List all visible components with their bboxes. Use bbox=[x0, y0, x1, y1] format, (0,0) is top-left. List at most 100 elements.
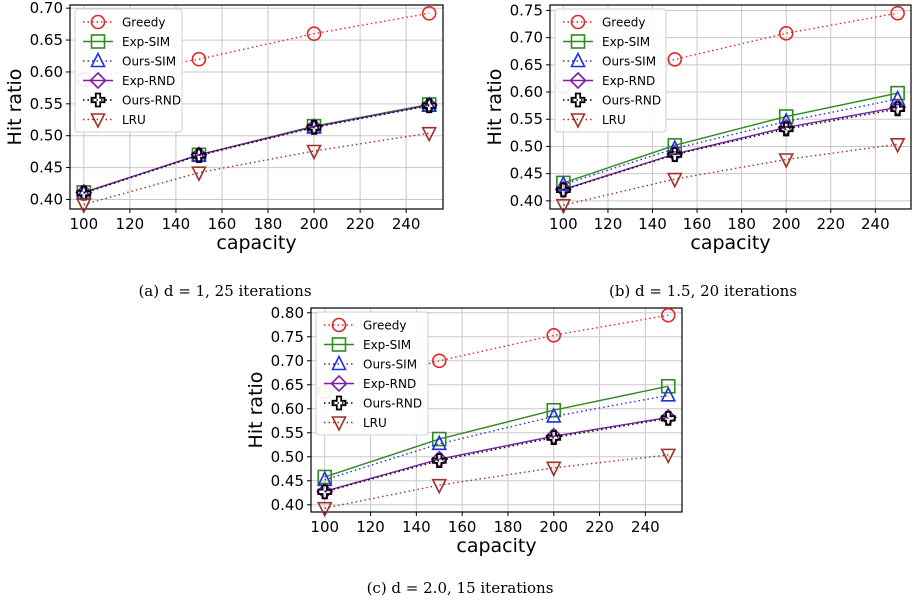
legend-label-lru: LRU bbox=[363, 416, 387, 430]
series-line-greedy bbox=[83, 12, 430, 81]
data-point-greedy bbox=[660, 307, 676, 323]
y-tick-label: 0.50 bbox=[271, 448, 304, 466]
y-tick-label: 0.50 bbox=[30, 127, 63, 145]
x-axis-label: capacity bbox=[456, 535, 536, 557]
legend-label-greedy: Greedy bbox=[363, 319, 406, 333]
legend-marker-ours-rnd bbox=[331, 395, 347, 411]
data-point-ours-rnd bbox=[660, 410, 676, 426]
y-axis-label: Hit ratio bbox=[4, 69, 26, 146]
y-tick-label: 0.40 bbox=[510, 192, 543, 210]
data-point-exp-sim bbox=[660, 378, 676, 394]
series-line-greedy bbox=[563, 12, 898, 88]
caption-b: (b) d = 1.5, 20 iterations bbox=[609, 282, 797, 300]
y-tick-label: 0.60 bbox=[271, 400, 304, 418]
x-tick-label: 140 bbox=[162, 215, 191, 233]
legend-marker-ours-sim bbox=[331, 354, 347, 371]
x-tick-label: 160 bbox=[448, 518, 477, 536]
legend-marker-lru bbox=[90, 113, 106, 129]
legend-label-ours-rnd: Ours-RND bbox=[363, 397, 422, 411]
x-tick-label: 160 bbox=[208, 215, 237, 233]
data-point-ours-rnd bbox=[431, 453, 447, 469]
plot-frame bbox=[69, 4, 444, 210]
y-tick-label: 0.70 bbox=[30, 0, 63, 17]
y-tick-label: 0.45 bbox=[271, 472, 304, 490]
x-tick-label: 100 bbox=[310, 518, 339, 536]
plot-frame bbox=[549, 4, 912, 210]
legend-marker-exp-rnd bbox=[330, 374, 348, 393]
caption-c: (c) d = 2.0, 15 iterations bbox=[367, 579, 554, 597]
legend-label-ours-sim: Ours-SIM bbox=[122, 55, 176, 69]
data-point-ours-rnd bbox=[306, 120, 322, 135]
x-tick-label: 100 bbox=[69, 215, 98, 233]
data-point-lru bbox=[191, 166, 207, 182]
legend-label-exp-sim: Exp-SIM bbox=[363, 338, 411, 352]
legend-marker-exp-sim bbox=[570, 34, 586, 49]
x-axis-label: capacity bbox=[216, 232, 296, 254]
y-tick-label: 0.65 bbox=[510, 56, 543, 74]
legend-label-ours-rnd: Ours-RND bbox=[602, 94, 661, 108]
data-point-ours-rnd bbox=[421, 98, 437, 114]
data-point-lru bbox=[778, 153, 795, 169]
data-point-ours-rnd bbox=[191, 148, 207, 163]
chart-panel-b: 100 120 140 160 180 200 220 240 0.40 0.45 0.50 0.55… bbox=[484, 1, 912, 254]
legend-label-greedy: Greedy bbox=[602, 16, 645, 30]
legend-label-exp-sim: Exp-SIM bbox=[602, 35, 650, 49]
caption-a: (a) d = 1, 25 iterations bbox=[138, 282, 311, 300]
x-tick-label: 220 bbox=[585, 518, 614, 536]
legend-box bbox=[554, 8, 667, 133]
data-point-ours-rnd bbox=[667, 147, 683, 163]
chart-panel-a: 100 120 140 160 180 200 220 240 0.40 0.45 0.50 0.55… bbox=[4, 0, 444, 254]
x-tick-label: 140 bbox=[638, 215, 667, 233]
data-point-lru bbox=[421, 126, 437, 143]
data-point-exp-sim bbox=[667, 138, 683, 153]
legend-marker-exp-sim bbox=[331, 337, 347, 352]
x-tick-label: 240 bbox=[861, 215, 890, 233]
data-point-lru bbox=[76, 198, 92, 214]
y-tick-label: 0.80 bbox=[271, 304, 304, 322]
y-tick-label: 0.55 bbox=[271, 424, 304, 442]
series-line-exp-rnd bbox=[324, 416, 669, 493]
legend-marker-lru bbox=[331, 416, 347, 432]
x-tick-label: 100 bbox=[549, 215, 578, 233]
legend-label-exp-sim: Exp-SIM bbox=[122, 35, 170, 49]
x-tick-label: 140 bbox=[402, 518, 431, 536]
legend-marker-greedy bbox=[90, 14, 106, 30]
data-point-ours-rnd bbox=[778, 121, 794, 137]
legend-label-ours-rnd: Ours-RND bbox=[122, 94, 181, 108]
x-tick-label: 240 bbox=[631, 518, 660, 536]
y-tick-label: 0.75 bbox=[510, 1, 543, 19]
series-line-ours-rnd bbox=[324, 417, 669, 493]
y-tick-label: 0.40 bbox=[30, 190, 63, 208]
series-line-ours-rnd bbox=[83, 105, 430, 194]
data-point-greedy bbox=[191, 51, 207, 67]
data-point-greedy bbox=[546, 328, 562, 343]
legend-marker-ours-sim bbox=[570, 51, 586, 68]
series-line-lru bbox=[563, 143, 898, 206]
x-tick-label: 120 bbox=[116, 215, 145, 233]
data-point-lru bbox=[545, 461, 562, 478]
data-point-ours-sim bbox=[555, 175, 572, 191]
legend-label-lru: LRU bbox=[122, 113, 146, 127]
data-point-greedy bbox=[421, 5, 437, 21]
x-tick-label: 200 bbox=[300, 215, 329, 233]
data-point-lru bbox=[666, 172, 683, 189]
data-point-greedy bbox=[431, 353, 447, 369]
x-tick-label: 180 bbox=[494, 518, 523, 536]
legend-marker-ours-sim bbox=[90, 51, 106, 68]
data-point-greedy bbox=[306, 26, 322, 41]
legend-marker-lru bbox=[570, 113, 586, 129]
data-point-greedy bbox=[890, 5, 905, 21]
y-tick-label: 0.75 bbox=[271, 328, 304, 346]
x-tick-label: 240 bbox=[392, 215, 421, 233]
x-tick-label: 220 bbox=[346, 215, 375, 233]
data-point-ours-rnd bbox=[546, 430, 562, 446]
chart-panel-c: 100 120 140 160 180 200 220 240 0.40 0.45 0.50 0.55… bbox=[245, 304, 683, 557]
data-point-lru bbox=[316, 501, 333, 518]
legend-marker-ours-rnd bbox=[90, 92, 106, 108]
plot-frame bbox=[310, 307, 683, 513]
y-tick-label: 0.55 bbox=[30, 95, 63, 113]
data-point-ours-sim bbox=[421, 96, 437, 113]
y-tick-label: 0.55 bbox=[510, 110, 543, 128]
series-line-lru bbox=[324, 454, 669, 509]
y-tick-label: 0.70 bbox=[271, 352, 304, 370]
